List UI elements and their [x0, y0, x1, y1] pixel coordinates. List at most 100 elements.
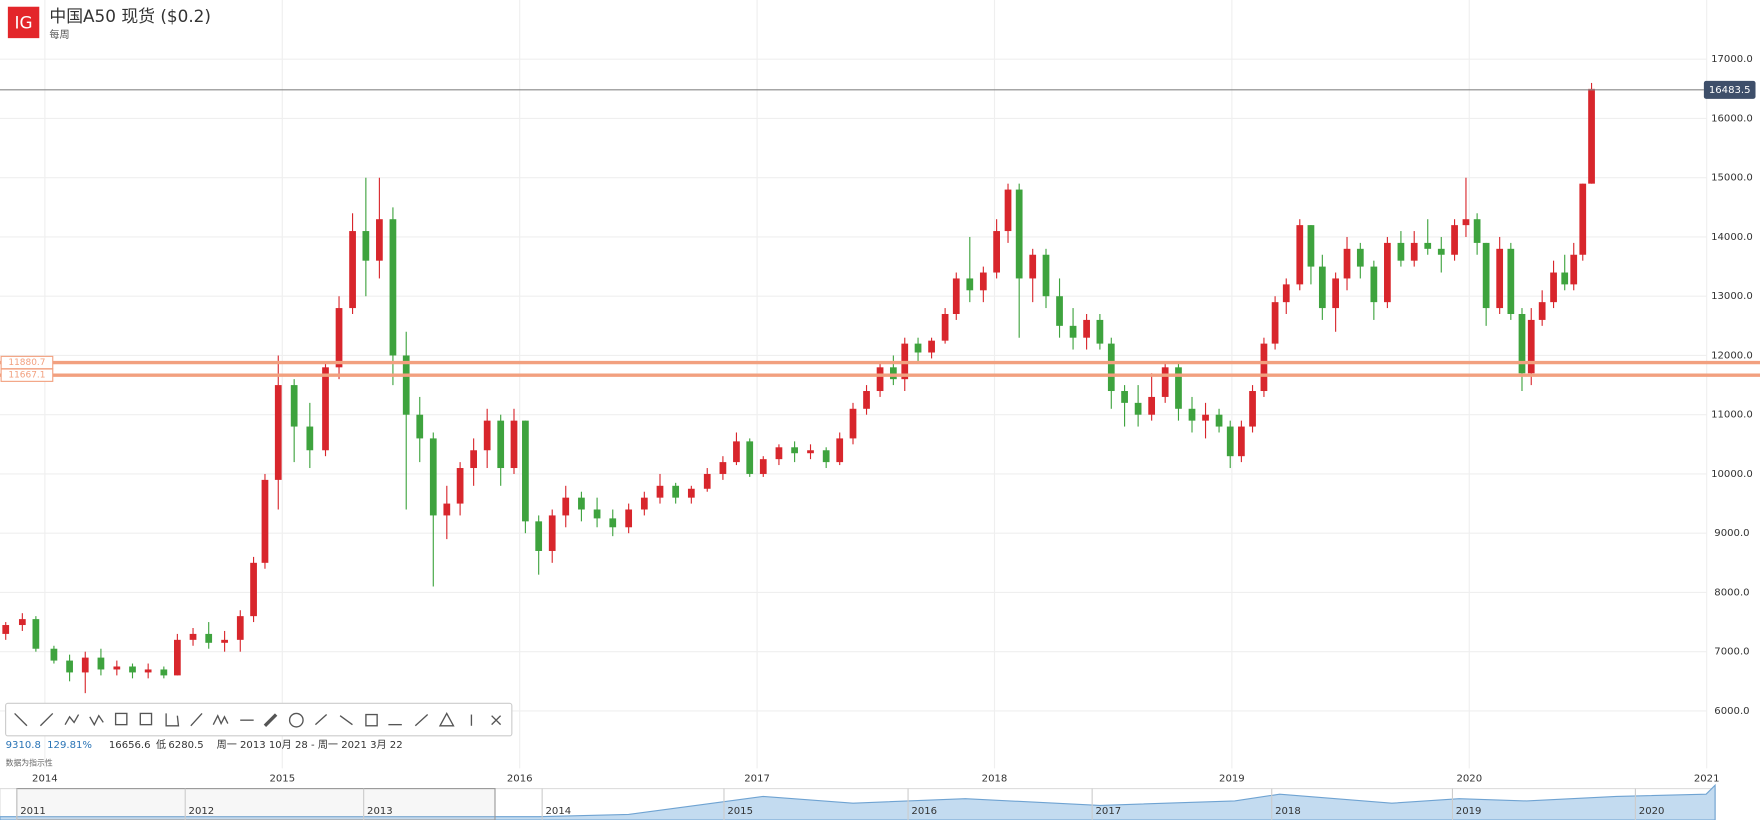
candle-body	[562, 497, 570, 516]
candle-body	[160, 669, 168, 676]
candle-body	[966, 278, 974, 291]
candle-body	[429, 438, 437, 516]
candle-body	[456, 468, 464, 504]
candle-body	[81, 657, 89, 673]
tool-icon[interactable]	[139, 712, 153, 726]
candle-body	[1527, 319, 1535, 374]
logo-box	[7, 6, 40, 39]
toolbar[interactable]	[5, 702, 513, 737]
navigator-label: 2015	[727, 806, 753, 817]
candle-body	[1550, 272, 1557, 303]
candle-body	[1148, 396, 1156, 415]
tool-icon[interactable]	[288, 712, 304, 728]
navigator-label: 2011	[20, 806, 46, 817]
navigator-label: 2020	[1639, 806, 1665, 817]
candle-body	[703, 473, 711, 489]
candle-body	[914, 343, 922, 353]
tool-icon[interactable]	[190, 712, 203, 727]
candle-body	[1215, 414, 1223, 427]
candle-body	[1410, 242, 1418, 261]
candle-body	[1134, 402, 1142, 415]
candle-body	[113, 666, 121, 670]
x-tick-label: 2020	[1456, 773, 1482, 784]
tool-icon[interactable]	[263, 713, 278, 727]
candle-body	[66, 660, 73, 673]
candle-body	[746, 441, 754, 474]
y-tick-label: 13000.0	[1711, 291, 1753, 302]
x-tick-label: 2016	[507, 773, 533, 784]
candle-body	[609, 518, 617, 528]
candle-body	[1370, 266, 1378, 303]
candle-body	[497, 420, 505, 469]
tool-icon[interactable]	[165, 713, 180, 727]
tool-icon[interactable]	[39, 712, 54, 727]
candle-body	[1249, 391, 1256, 427]
tool-icon[interactable]	[314, 714, 328, 726]
candle-body	[593, 509, 601, 519]
tool-icon[interactable]	[438, 712, 455, 727]
y-tick-label: 11000.0	[1711, 410, 1753, 421]
navigator-window[interactable]	[16, 788, 496, 820]
y-tick-label: 10000.0	[1711, 469, 1753, 480]
navigator[interactable]: 2011 2012 2013 2014 2015 2016 2017 2018 2019 2020	[0, 783, 1716, 820]
candle-body	[389, 219, 397, 356]
navigator-label: 2012	[189, 806, 215, 817]
candle-body	[1271, 302, 1279, 344]
tool-icon[interactable]	[114, 712, 128, 726]
candle-body	[50, 648, 58, 661]
tool-icon[interactable]	[14, 712, 28, 727]
candle-body	[1202, 414, 1209, 421]
x-tick-label: 2014	[32, 773, 58, 784]
candle-body	[1318, 266, 1326, 309]
candle-body	[1518, 313, 1526, 374]
candle-body	[928, 340, 935, 353]
candle-body	[173, 639, 181, 676]
candle-body	[1332, 278, 1339, 309]
x-tick-label: 2021	[1694, 773, 1720, 784]
candle-body	[1083, 319, 1090, 338]
candle-body	[578, 497, 585, 510]
candle-body	[274, 385, 282, 480]
y-tick-label: 15000.0	[1711, 173, 1753, 184]
info-low-label: 低	[156, 738, 166, 751]
candle-body	[1188, 408, 1196, 421]
y-tick-label: 16000.0	[1711, 113, 1753, 124]
tool-icon[interactable]	[89, 714, 104, 727]
candle-body	[775, 447, 783, 460]
candle-body	[1226, 426, 1234, 457]
candle-body	[656, 485, 664, 498]
candle-body	[1238, 426, 1245, 457]
candle-body	[672, 485, 680, 498]
candle-body	[1307, 225, 1315, 267]
candle-body	[1482, 242, 1490, 309]
navigator-label: 2017	[1096, 806, 1122, 817]
tool-icon[interactable]	[64, 714, 80, 725]
candle-body	[97, 657, 105, 670]
y-tick-label: 6000.0	[1714, 706, 1749, 717]
candle-body	[1096, 319, 1104, 344]
candle-body	[889, 367, 897, 380]
x-tick-label: 2017	[744, 773, 770, 784]
candle-body	[687, 488, 695, 498]
candle-body	[510, 420, 518, 469]
candle-body	[1356, 248, 1364, 267]
candle-body	[306, 426, 314, 451]
candle-body	[1004, 189, 1012, 232]
tool-icon[interactable]	[212, 714, 229, 726]
tool-icon[interactable]	[339, 715, 353, 726]
candle-body	[822, 450, 830, 463]
toolbar-frame	[5, 702, 513, 737]
tool-close[interactable]	[491, 715, 502, 726]
candle-body	[18, 619, 26, 626]
candle-body	[522, 420, 529, 522]
tool-icon[interactable]	[365, 713, 378, 727]
level-box	[0, 368, 54, 382]
candle-body	[1538, 302, 1546, 320]
candle-body	[849, 408, 857, 439]
y-tick-label: 14000.0	[1711, 232, 1753, 243]
navigator-label: 2014	[546, 806, 572, 817]
candle-body	[236, 616, 244, 640]
tool-icon[interactable]	[414, 714, 429, 727]
candle-body	[470, 450, 478, 469]
